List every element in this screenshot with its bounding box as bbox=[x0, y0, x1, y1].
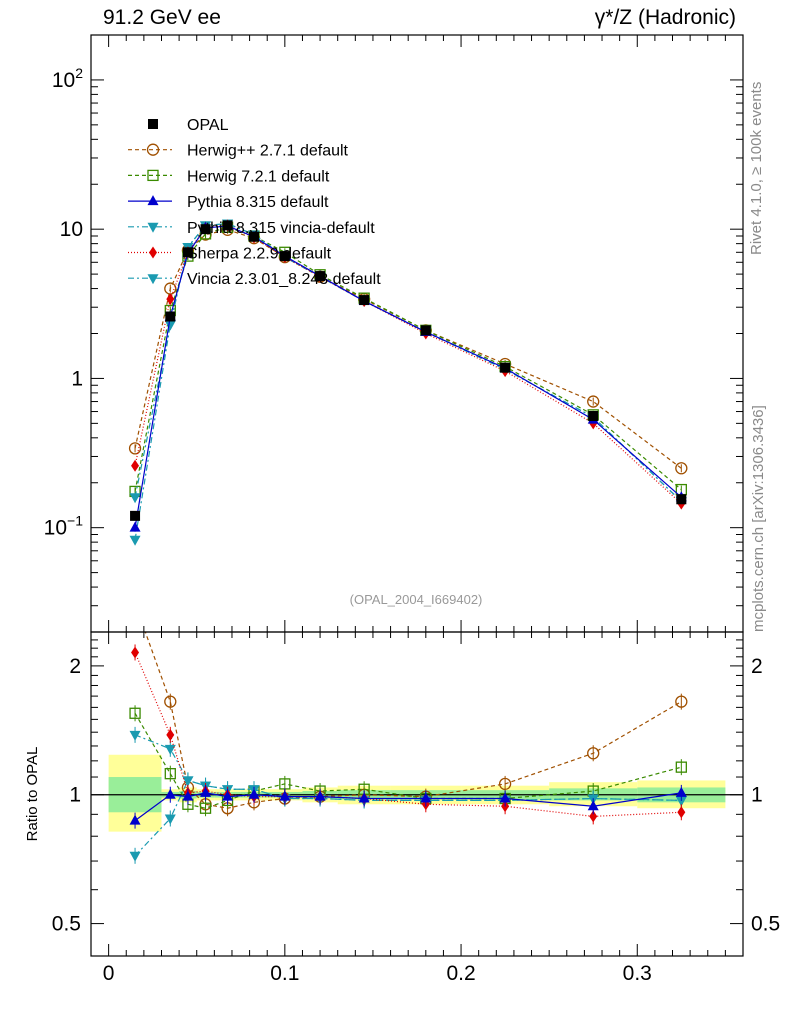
ratio-point bbox=[222, 790, 234, 801]
ratio-point bbox=[129, 730, 141, 741]
data-point bbox=[249, 231, 259, 242]
ratio-point bbox=[164, 788, 176, 799]
ratio-point bbox=[164, 744, 176, 755]
data-point bbox=[128, 442, 142, 455]
ratio-point bbox=[166, 728, 175, 741]
legend-marker bbox=[146, 143, 160, 156]
legend-marker bbox=[147, 169, 159, 182]
data-point bbox=[588, 411, 599, 422]
ratio-point bbox=[199, 802, 212, 814]
legend-label: Herwig 7.2.1 default bbox=[187, 168, 330, 185]
data-point bbox=[279, 251, 290, 262]
ratio-point bbox=[129, 707, 141, 719]
ratio-point bbox=[675, 695, 688, 708]
ratio-point bbox=[587, 800, 599, 811]
series-line-2 bbox=[134, 226, 682, 492]
data-point bbox=[130, 510, 141, 521]
series-line-5 bbox=[134, 224, 682, 505]
ratio-frame bbox=[90, 631, 744, 957]
legend-marker bbox=[148, 119, 158, 129]
ratio-point bbox=[200, 786, 212, 797]
data-point bbox=[359, 295, 370, 306]
ratio-series-group bbox=[129, 598, 688, 864]
data-point bbox=[222, 220, 233, 231]
y-tick-label: 10−1 bbox=[44, 513, 84, 540]
data-point bbox=[200, 224, 211, 235]
ratio-y-tick-label: 0.5 bbox=[52, 913, 81, 936]
ratio-point bbox=[675, 761, 687, 773]
x-tick-label: 0 bbox=[103, 962, 115, 985]
ratio-point bbox=[164, 814, 176, 825]
ratio-point bbox=[587, 747, 600, 760]
legend-label: Pythia 8.315 default bbox=[187, 194, 329, 211]
ratio-point bbox=[248, 788, 260, 799]
ratio-point bbox=[675, 796, 687, 807]
data-point bbox=[131, 459, 140, 472]
y-tick-label: 10 bbox=[60, 218, 83, 241]
x-tick-label: 0.3 bbox=[623, 962, 652, 985]
ratio-point bbox=[164, 695, 177, 708]
data-point bbox=[500, 362, 511, 373]
x-tick-label: 0.1 bbox=[270, 962, 299, 985]
process-label: γ*/Z (Hadronic) bbox=[594, 6, 736, 29]
legend-marker bbox=[149, 246, 157, 259]
ratio-point bbox=[499, 792, 511, 803]
ratio-point bbox=[314, 790, 326, 801]
data-point bbox=[165, 311, 176, 322]
legend-marker bbox=[147, 222, 159, 233]
ratio-point bbox=[131, 646, 140, 659]
data-point bbox=[420, 325, 431, 336]
ratio-y-tick-label: 2 bbox=[69, 655, 81, 678]
series-line-6 bbox=[134, 222, 682, 502]
ratio-y-tick-label-right: 1 bbox=[751, 784, 763, 807]
ratio-point bbox=[358, 792, 370, 803]
analysis-id-label: (OPAL_2004_I669402) bbox=[350, 592, 483, 607]
x-tick-label: 0.2 bbox=[446, 962, 475, 985]
data-point bbox=[675, 462, 688, 475]
legend-label: Pythia 8.315 vincia-default bbox=[187, 220, 375, 237]
data-point bbox=[182, 247, 193, 258]
ratio-y-tick-label: 1 bbox=[69, 784, 81, 807]
ratio-point bbox=[677, 806, 686, 819]
series-line-1 bbox=[134, 229, 682, 469]
ratio-point bbox=[279, 790, 291, 801]
data-point bbox=[129, 535, 141, 546]
main-series-group bbox=[128, 219, 688, 546]
y-tick-label: 102 bbox=[52, 65, 83, 92]
ratio-point bbox=[182, 776, 194, 787]
data-point bbox=[166, 293, 175, 306]
ratio-point bbox=[129, 814, 141, 825]
ratio-y-tick-label-right: 0.5 bbox=[751, 913, 780, 936]
ratio-point bbox=[498, 777, 512, 791]
legend bbox=[128, 119, 172, 285]
ratio-point bbox=[129, 851, 141, 862]
legend-label: Herwig++ 2.7.1 default bbox=[187, 143, 349, 160]
ratio-point bbox=[182, 790, 194, 801]
energy-label: 91.2 GeV ee bbox=[103, 6, 221, 29]
y-tick-label: 1 bbox=[71, 367, 83, 390]
legend-label: Sherpa 2.2.9 default bbox=[187, 246, 332, 263]
legend-label: Vincia 2.3.01_8.243 default bbox=[187, 271, 381, 288]
ratio-point bbox=[164, 768, 176, 780]
legend-marker bbox=[147, 274, 159, 285]
ratio-y-axis-title: Ratio to OPAL bbox=[24, 747, 41, 842]
ratio-point bbox=[589, 810, 598, 823]
ratio-y-tick-label-right: 2 bbox=[751, 655, 763, 678]
data-point bbox=[164, 320, 176, 331]
ratio-point bbox=[130, 598, 141, 609]
data-point bbox=[129, 493, 141, 504]
ratio-point bbox=[420, 792, 432, 803]
ratio-point bbox=[675, 786, 687, 797]
data-point bbox=[676, 494, 687, 505]
data-point bbox=[587, 395, 600, 408]
data-point bbox=[315, 271, 326, 282]
legend-marker bbox=[147, 195, 159, 206]
data-point bbox=[129, 521, 141, 532]
legend-label: OPAL bbox=[187, 117, 229, 134]
